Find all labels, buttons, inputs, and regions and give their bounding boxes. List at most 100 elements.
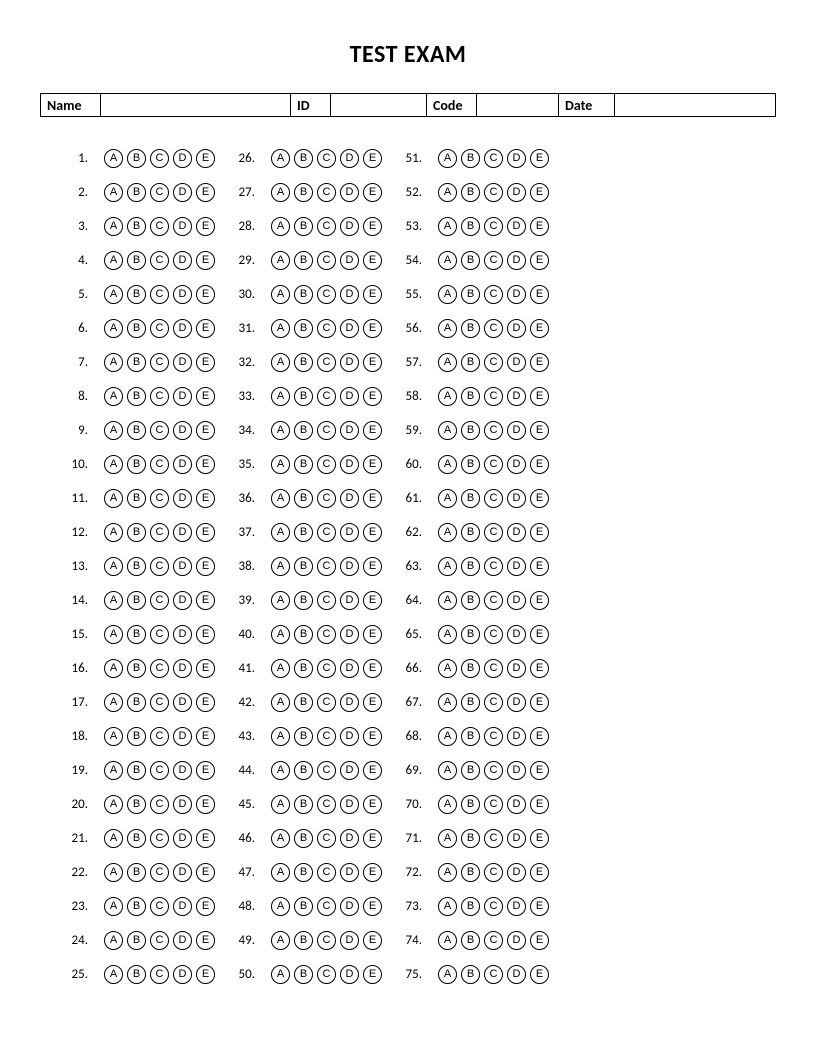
option-bubble-e[interactable]: E: [196, 659, 215, 678]
option-bubble-a[interactable]: A: [271, 693, 290, 712]
option-bubble-e[interactable]: E: [363, 455, 382, 474]
option-bubble-e[interactable]: E: [363, 693, 382, 712]
option-bubble-e[interactable]: E: [196, 693, 215, 712]
option-bubble-c[interactable]: C: [150, 455, 169, 474]
option-bubble-a[interactable]: A: [271, 489, 290, 508]
option-bubble-a[interactable]: A: [104, 761, 123, 780]
option-bubble-c[interactable]: C: [150, 421, 169, 440]
option-bubble-e[interactable]: E: [530, 353, 549, 372]
option-bubble-c[interactable]: C: [484, 455, 503, 474]
option-bubble-a[interactable]: A: [271, 863, 290, 882]
option-bubble-e[interactable]: E: [530, 387, 549, 406]
option-bubble-a[interactable]: A: [438, 217, 457, 236]
option-bubble-c[interactable]: C: [317, 285, 336, 304]
option-bubble-e[interactable]: E: [363, 965, 382, 984]
option-bubble-a[interactable]: A: [271, 659, 290, 678]
option-bubble-d[interactable]: D: [340, 183, 359, 202]
option-bubble-b[interactable]: B: [127, 523, 146, 542]
option-bubble-e[interactable]: E: [363, 829, 382, 848]
option-bubble-d[interactable]: D: [340, 761, 359, 780]
option-bubble-a[interactable]: A: [104, 489, 123, 508]
option-bubble-d[interactable]: D: [173, 795, 192, 814]
option-bubble-a[interactable]: A: [438, 761, 457, 780]
option-bubble-e[interactable]: E: [530, 863, 549, 882]
option-bubble-c[interactable]: C: [317, 727, 336, 746]
option-bubble-a[interactable]: A: [271, 183, 290, 202]
option-bubble-c[interactable]: C: [317, 829, 336, 848]
option-bubble-e[interactable]: E: [530, 183, 549, 202]
option-bubble-a[interactable]: A: [104, 251, 123, 270]
option-bubble-c[interactable]: C: [317, 455, 336, 474]
option-bubble-d[interactable]: D: [173, 659, 192, 678]
option-bubble-d[interactable]: D: [340, 489, 359, 508]
option-bubble-c[interactable]: C: [484, 829, 503, 848]
option-bubble-e[interactable]: E: [530, 421, 549, 440]
option-bubble-e[interactable]: E: [530, 727, 549, 746]
option-bubble-a[interactable]: A: [438, 625, 457, 644]
option-bubble-e[interactable]: E: [530, 251, 549, 270]
option-bubble-d[interactable]: D: [173, 727, 192, 746]
option-bubble-e[interactable]: E: [530, 965, 549, 984]
option-bubble-d[interactable]: D: [340, 319, 359, 338]
option-bubble-d[interactable]: D: [507, 523, 526, 542]
option-bubble-b[interactable]: B: [294, 421, 313, 440]
option-bubble-c[interactable]: C: [317, 795, 336, 814]
option-bubble-a[interactable]: A: [271, 319, 290, 338]
option-bubble-d[interactable]: D: [173, 387, 192, 406]
option-bubble-d[interactable]: D: [173, 897, 192, 916]
option-bubble-d[interactable]: D: [173, 285, 192, 304]
option-bubble-d[interactable]: D: [173, 455, 192, 474]
option-bubble-d[interactable]: D: [507, 693, 526, 712]
option-bubble-d[interactable]: D: [507, 455, 526, 474]
option-bubble-b[interactable]: B: [127, 727, 146, 746]
option-bubble-b[interactable]: B: [461, 387, 480, 406]
option-bubble-c[interactable]: C: [317, 965, 336, 984]
option-bubble-a[interactable]: A: [104, 421, 123, 440]
option-bubble-a[interactable]: A: [271, 795, 290, 814]
option-bubble-d[interactable]: D: [507, 421, 526, 440]
option-bubble-d[interactable]: D: [507, 489, 526, 508]
option-bubble-b[interactable]: B: [461, 455, 480, 474]
option-bubble-d[interactable]: D: [340, 251, 359, 270]
option-bubble-a[interactable]: A: [438, 421, 457, 440]
option-bubble-c[interactable]: C: [150, 183, 169, 202]
option-bubble-a[interactable]: A: [104, 693, 123, 712]
option-bubble-e[interactable]: E: [363, 727, 382, 746]
option-bubble-c[interactable]: C: [150, 795, 169, 814]
option-bubble-d[interactable]: D: [507, 251, 526, 270]
option-bubble-a[interactable]: A: [104, 387, 123, 406]
option-bubble-a[interactable]: A: [438, 591, 457, 610]
option-bubble-a[interactable]: A: [104, 727, 123, 746]
option-bubble-a[interactable]: A: [438, 727, 457, 746]
option-bubble-c[interactable]: C: [484, 897, 503, 916]
option-bubble-d[interactable]: D: [507, 149, 526, 168]
option-bubble-c[interactable]: C: [484, 251, 503, 270]
header-code-value[interactable]: [477, 94, 559, 116]
option-bubble-a[interactable]: A: [438, 897, 457, 916]
option-bubble-b[interactable]: B: [127, 455, 146, 474]
option-bubble-e[interactable]: E: [363, 863, 382, 882]
option-bubble-c[interactable]: C: [150, 965, 169, 984]
option-bubble-b[interactable]: B: [127, 421, 146, 440]
option-bubble-c[interactable]: C: [317, 183, 336, 202]
option-bubble-e[interactable]: E: [530, 523, 549, 542]
option-bubble-c[interactable]: C: [317, 693, 336, 712]
option-bubble-c[interactable]: C: [150, 897, 169, 916]
option-bubble-d[interactable]: D: [173, 319, 192, 338]
option-bubble-c[interactable]: C: [317, 353, 336, 372]
option-bubble-b[interactable]: B: [461, 625, 480, 644]
option-bubble-a[interactable]: A: [438, 455, 457, 474]
option-bubble-c[interactable]: C: [317, 557, 336, 576]
option-bubble-e[interactable]: E: [530, 897, 549, 916]
option-bubble-a[interactable]: A: [104, 659, 123, 678]
option-bubble-e[interactable]: E: [530, 931, 549, 950]
option-bubble-b[interactable]: B: [294, 387, 313, 406]
option-bubble-c[interactable]: C: [484, 489, 503, 508]
option-bubble-e[interactable]: E: [363, 897, 382, 916]
option-bubble-d[interactable]: D: [507, 897, 526, 916]
option-bubble-a[interactable]: A: [271, 897, 290, 916]
option-bubble-a[interactable]: A: [104, 863, 123, 882]
option-bubble-d[interactable]: D: [507, 217, 526, 236]
option-bubble-e[interactable]: E: [196, 319, 215, 338]
option-bubble-d[interactable]: D: [507, 319, 526, 338]
